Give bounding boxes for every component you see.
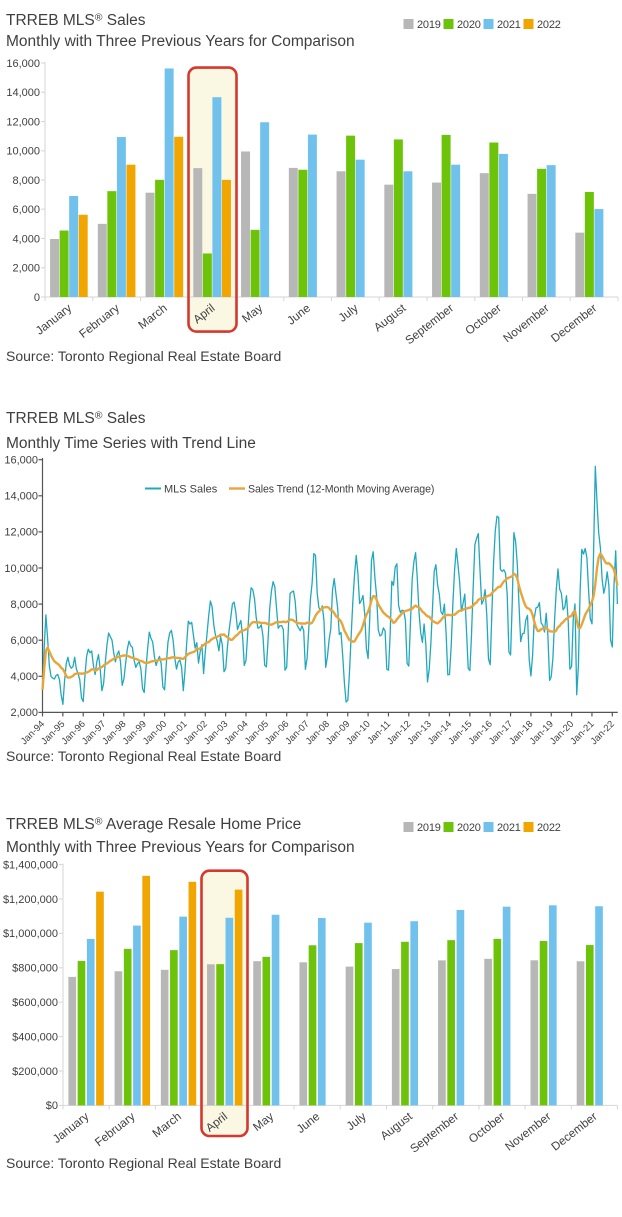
svg-text:TRREB MLS® Sales: TRREB MLS® Sales xyxy=(6,410,146,428)
svg-text:16,000: 16,000 xyxy=(4,455,38,467)
svg-text:Sales Trend (12-Month Moving A: Sales Trend (12-Month Moving Average) xyxy=(248,484,434,496)
svg-text:$1,400,000: $1,400,000 xyxy=(3,859,58,871)
svg-text:July: July xyxy=(344,1110,369,1133)
svg-text:2021: 2021 xyxy=(497,19,521,31)
svg-text:January: January xyxy=(33,302,74,338)
svg-text:2019: 2019 xyxy=(417,822,441,834)
svg-text:2,000: 2,000 xyxy=(10,707,38,719)
svg-text:August: August xyxy=(372,301,409,334)
svg-text:February: February xyxy=(77,302,122,341)
svg-text:June: June xyxy=(294,1110,322,1136)
svg-text:November: November xyxy=(503,1110,554,1154)
svg-text:10,000: 10,000 xyxy=(6,146,40,158)
svg-text:8,000: 8,000 xyxy=(12,175,40,187)
svg-text:10,000: 10,000 xyxy=(4,563,38,575)
svg-text:$200,000: $200,000 xyxy=(12,1066,58,1078)
svg-text:December: December xyxy=(549,302,600,346)
svg-text:$400,000: $400,000 xyxy=(12,1031,58,1043)
svg-text:August: August xyxy=(378,1110,415,1143)
svg-text:May: May xyxy=(251,1110,277,1134)
svg-text:$0: $0 xyxy=(46,1100,58,1112)
svg-text:4,000: 4,000 xyxy=(12,233,40,245)
svg-text:October: October xyxy=(463,302,504,338)
svg-text:Source: Toronto Regional Real: Source: Toronto Regional Real Estate Boa… xyxy=(6,348,281,364)
svg-text:May: May xyxy=(240,302,266,326)
svg-text:4,000: 4,000 xyxy=(10,671,38,683)
svg-text:2021: 2021 xyxy=(497,822,521,834)
svg-text:2022: 2022 xyxy=(537,19,561,31)
svg-text:Monthly Time Series with Trend: Monthly Time Series with Trend Line xyxy=(6,435,256,452)
svg-text:6,000: 6,000 xyxy=(10,635,38,647)
svg-text:Monthly with Three Previous Ye: Monthly with Three Previous Years for Co… xyxy=(6,839,355,856)
svg-text:Monthly with Three Previous Ye: Monthly with Three Previous Years for Co… xyxy=(6,33,355,50)
svg-text:MLS Sales: MLS Sales xyxy=(164,484,218,496)
svg-text:October: October xyxy=(466,1110,507,1146)
svg-text:$800,000: $800,000 xyxy=(12,963,58,975)
svg-text:June: June xyxy=(285,301,313,327)
svg-text:2020: 2020 xyxy=(457,822,481,834)
svg-text:2022: 2022 xyxy=(537,822,561,834)
svg-text:$1,000,000: $1,000,000 xyxy=(3,928,58,940)
svg-text:0: 0 xyxy=(34,292,40,304)
svg-text:2019: 2019 xyxy=(417,19,441,31)
svg-text:December: December xyxy=(549,1110,600,1154)
svg-text:November: November xyxy=(501,302,552,346)
svg-text:16,000: 16,000 xyxy=(6,58,40,70)
svg-text:TRREB MLS® Sales: TRREB MLS® Sales xyxy=(6,12,146,30)
svg-text:Source: Toronto Regional Real: Source: Toronto Regional Real Estate Boa… xyxy=(6,1155,281,1171)
svg-text:14,000: 14,000 xyxy=(6,87,40,99)
svg-text:$1,200,000: $1,200,000 xyxy=(3,894,58,906)
svg-text:$600,000: $600,000 xyxy=(12,997,58,1009)
svg-text:March: March xyxy=(136,302,170,332)
svg-text:2020: 2020 xyxy=(457,19,481,31)
svg-text:2,000: 2,000 xyxy=(12,263,40,275)
svg-text:January: January xyxy=(50,1110,91,1146)
svg-text:February: February xyxy=(93,1110,138,1149)
svg-text:8,000: 8,000 xyxy=(10,599,38,611)
svg-text:July: July xyxy=(336,302,361,325)
svg-text:12,000: 12,000 xyxy=(6,116,40,128)
svg-text:September: September xyxy=(408,1110,461,1156)
svg-text:Source: Toronto Regional Real: Source: Toronto Regional Real Estate Boa… xyxy=(6,748,281,764)
svg-text:September: September xyxy=(403,302,456,348)
svg-text:14,000: 14,000 xyxy=(4,491,38,503)
svg-text:6,000: 6,000 xyxy=(12,204,40,216)
svg-text:TRREB MLS® Average Resale Home: TRREB MLS® Average Resale Home Price xyxy=(6,816,301,834)
svg-text:March: March xyxy=(150,1110,184,1140)
svg-text:12,000: 12,000 xyxy=(4,527,38,539)
